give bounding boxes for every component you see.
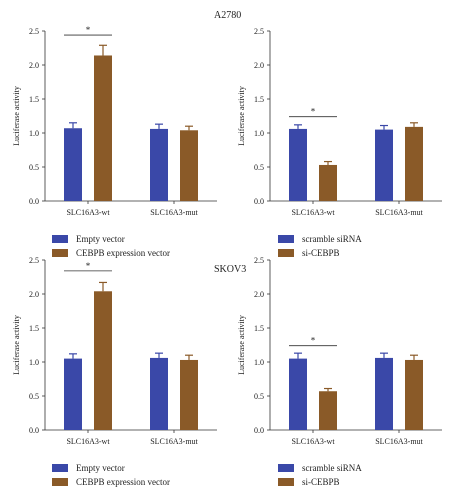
legend-label: scramble siRNA [302, 234, 362, 244]
x-tick-label: SLC16A3-mut [375, 437, 423, 446]
legend-label: si-CEBPB [302, 477, 340, 487]
y-axis-label: Luciferase activity [237, 315, 246, 375]
group-title-a2780: A2780 [214, 10, 242, 21]
legend-item: Empty vector [52, 461, 170, 475]
y-tick-label: 1.0 [254, 358, 264, 367]
y-tick-label: 0.0 [254, 426, 264, 435]
x-tick-label: SLC16A3-wt [291, 437, 335, 446]
bar [150, 357, 168, 430]
bar [375, 357, 393, 430]
legend-swatch-blue [52, 235, 68, 243]
bar [64, 128, 82, 201]
x-tick-label: SLC16A3-mut [150, 208, 198, 217]
legend-label: si-CEBPB [302, 248, 340, 258]
y-tick-label: 2.5 [254, 27, 264, 36]
legend-label: CEBPB expression vector [76, 248, 170, 258]
y-tick-label: 0.0 [29, 426, 39, 435]
legend-item: Empty vector [52, 232, 170, 246]
legend-swatch-brown [52, 478, 68, 486]
bar [289, 358, 307, 430]
group-title-skov3: SKOV3 [214, 264, 247, 275]
legend-label: scramble siRNA [302, 463, 362, 473]
y-tick-label: 0.0 [29, 197, 39, 206]
y-tick-label: 0.5 [29, 163, 39, 172]
significance-label: * [311, 336, 316, 346]
legend-item: CEBPB expression vector [52, 475, 170, 489]
x-tick-label: SLC16A3-wt [66, 437, 110, 446]
y-tick-label: 0.5 [29, 392, 39, 401]
y-tick-label: 2.5 [254, 256, 264, 265]
y-tick-label: 1.0 [29, 358, 39, 367]
bar [405, 359, 423, 430]
legend-item: scramble siRNA [278, 461, 362, 475]
x-tick-label: SLC16A3-wt [66, 208, 110, 217]
legend-label: CEBPB expression vector [76, 477, 170, 487]
x-tick-label: SLC16A3-wt [291, 208, 335, 217]
y-axis-label: Luciferase activity [12, 315, 21, 375]
legend-item: si-CEBPB [278, 475, 362, 489]
bar [319, 391, 337, 430]
y-tick-label: 2.0 [254, 61, 264, 70]
x-tick-label: SLC16A3-mut [150, 437, 198, 446]
legend-swatch-blue [52, 464, 68, 472]
y-tick-label: 2.5 [29, 256, 39, 265]
y-axis-label: Luciferase activity [237, 86, 246, 146]
y-tick-label: 2.0 [29, 290, 39, 299]
significance-label: * [311, 107, 316, 117]
legend-swatch-brown [278, 478, 294, 486]
bar [319, 164, 337, 201]
legend-swatch-blue [278, 235, 294, 243]
bar [94, 291, 112, 430]
legend-swatch-brown [52, 249, 68, 257]
legend-item: si-CEBPB [278, 246, 362, 260]
bar [150, 128, 168, 201]
y-tick-label: 1.5 [29, 324, 39, 333]
bar [289, 128, 307, 201]
y-tick-label: 1.0 [29, 129, 39, 138]
legend-swatch-blue [278, 464, 294, 472]
y-tick-label: 2.5 [29, 27, 39, 36]
y-tick-label: 1.5 [254, 324, 264, 333]
x-tick-label: SLC16A3-mut [375, 208, 423, 217]
y-tick-label: 0.5 [254, 392, 264, 401]
bar [180, 359, 198, 430]
bar [64, 358, 82, 430]
bar [375, 129, 393, 201]
significance-label: * [86, 261, 91, 271]
legend-panel-1: Empty vector CEBPB expression vector [52, 232, 170, 260]
y-tick-label: 1.5 [29, 95, 39, 104]
legend-panel-3: Empty vector CEBPB expression vector [52, 461, 170, 489]
legend-panel-2: scramble siRNA si-CEBPB [278, 232, 362, 260]
legend-label: Empty vector [76, 463, 125, 473]
legend-item: scramble siRNA [278, 232, 362, 246]
y-tick-label: 1.5 [254, 95, 264, 104]
y-tick-label: 2.0 [254, 290, 264, 299]
bar [94, 55, 112, 202]
y-tick-label: 2.0 [29, 61, 39, 70]
bar [405, 126, 423, 201]
legend-item: CEBPB expression vector [52, 246, 170, 260]
legend-label: Empty vector [76, 234, 125, 244]
y-tick-label: 1.0 [254, 129, 264, 138]
y-axis-label: Luciferase activity [12, 86, 21, 146]
y-tick-label: 0.0 [254, 197, 264, 206]
bar [180, 130, 198, 201]
legend-swatch-brown [278, 249, 294, 257]
significance-label: * [86, 25, 91, 35]
legend-panel-4: scramble siRNA si-CEBPB [278, 461, 362, 489]
y-tick-label: 0.5 [254, 163, 264, 172]
